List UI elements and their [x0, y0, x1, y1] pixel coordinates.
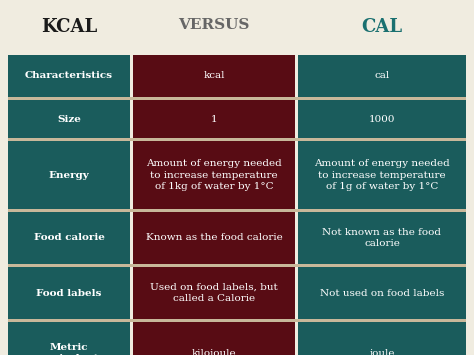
Bar [298, 100, 466, 138]
Text: 1: 1 [210, 115, 217, 124]
Text: Amount of energy needed
to increase temperature
of 1kg of water by 1°C: Amount of energy needed to increase temp… [146, 159, 282, 191]
Text: cal: cal [374, 71, 390, 81]
Text: 1000: 1000 [369, 115, 395, 124]
Text: Amount of energy needed
to increase temperature
of 1g of water by 1°C: Amount of energy needed to increase temp… [314, 159, 450, 191]
Bar [133, 141, 295, 209]
Text: Energy: Energy [49, 170, 90, 180]
Text: Metric
equivalent: Metric equivalent [39, 343, 99, 355]
Bar [8, 267, 130, 319]
Bar [298, 141, 466, 209]
Text: Food calorie: Food calorie [34, 234, 104, 242]
Bar [133, 267, 295, 319]
Bar [8, 209, 466, 212]
Bar [298, 267, 466, 319]
Bar [8, 319, 466, 322]
Bar [8, 55, 130, 97]
Bar [8, 141, 130, 209]
Bar [298, 55, 466, 97]
Text: Not used on food labels: Not used on food labels [320, 289, 444, 297]
Bar [133, 100, 295, 138]
Bar [8, 100, 130, 138]
Bar [298, 212, 466, 264]
Bar [298, 322, 466, 355]
Text: Food labels: Food labels [36, 289, 102, 297]
Text: KCAL: KCAL [41, 18, 97, 36]
Bar [8, 322, 130, 355]
Bar [8, 97, 466, 100]
Text: Characteristics: Characteristics [25, 71, 113, 81]
Text: Known as the food calorie: Known as the food calorie [146, 234, 283, 242]
Bar [133, 55, 295, 97]
Text: kcal: kcal [203, 71, 225, 81]
Text: Not known as the food
calorie: Not known as the food calorie [322, 228, 441, 248]
Text: CAL: CAL [362, 18, 402, 36]
Bar [8, 138, 466, 141]
Bar [8, 264, 466, 267]
Bar [133, 322, 295, 355]
Bar [133, 212, 295, 264]
Text: Used on food labels, but
called a Calorie: Used on food labels, but called a Calori… [150, 283, 278, 303]
Text: kilojoule: kilojoule [191, 349, 237, 355]
Bar [8, 212, 130, 264]
Text: Size: Size [57, 115, 81, 124]
Text: joule: joule [369, 349, 395, 355]
Text: VERSUS: VERSUS [178, 18, 250, 32]
